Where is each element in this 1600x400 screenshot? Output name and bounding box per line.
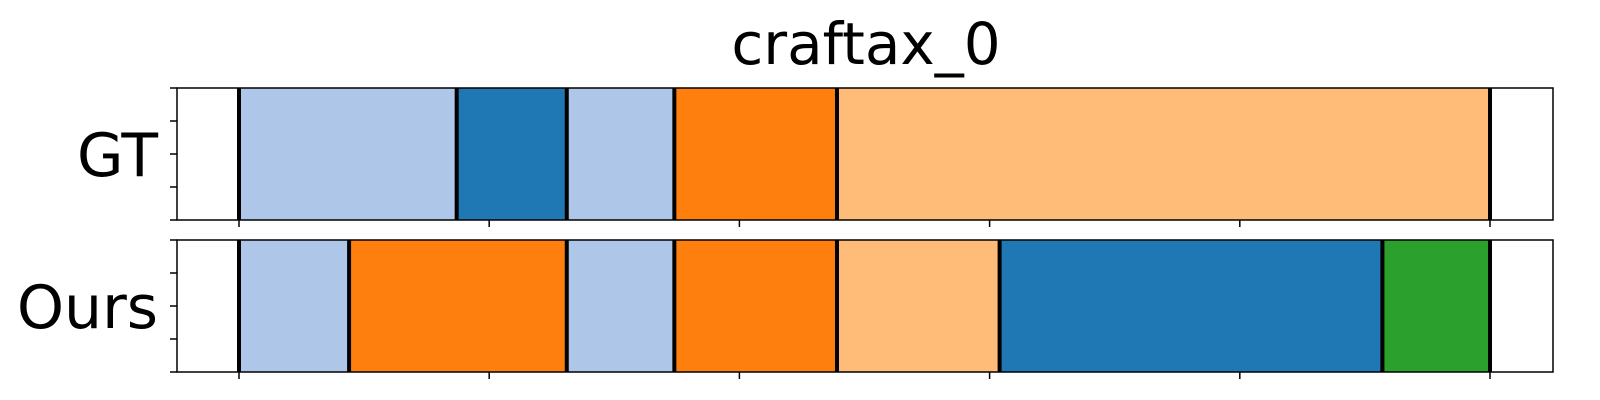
segment-ours-2	[566, 240, 675, 372]
segment-ours-3	[674, 240, 837, 372]
row-gt: GT	[77, 87, 1554, 227]
segment-ours-6	[1382, 240, 1490, 372]
segment-gt-0	[239, 88, 457, 220]
segment-ours-4	[836, 240, 1000, 372]
segment-ours-0	[239, 240, 350, 372]
row-ours: Ours	[17, 239, 1554, 379]
panels: GT Ours	[17, 87, 1554, 379]
chart-title: craftax_0	[731, 10, 1000, 78]
segment-gt-2	[566, 88, 675, 220]
segment-ours-5	[999, 240, 1383, 372]
segment-gt-1	[456, 88, 567, 220]
segment-gt-3	[674, 88, 837, 220]
segment-gt-4	[836, 88, 1490, 220]
row-label-ours: Ours	[17, 273, 158, 343]
row-label-gt: GT	[77, 121, 158, 191]
segment-ours-1	[349, 240, 567, 372]
